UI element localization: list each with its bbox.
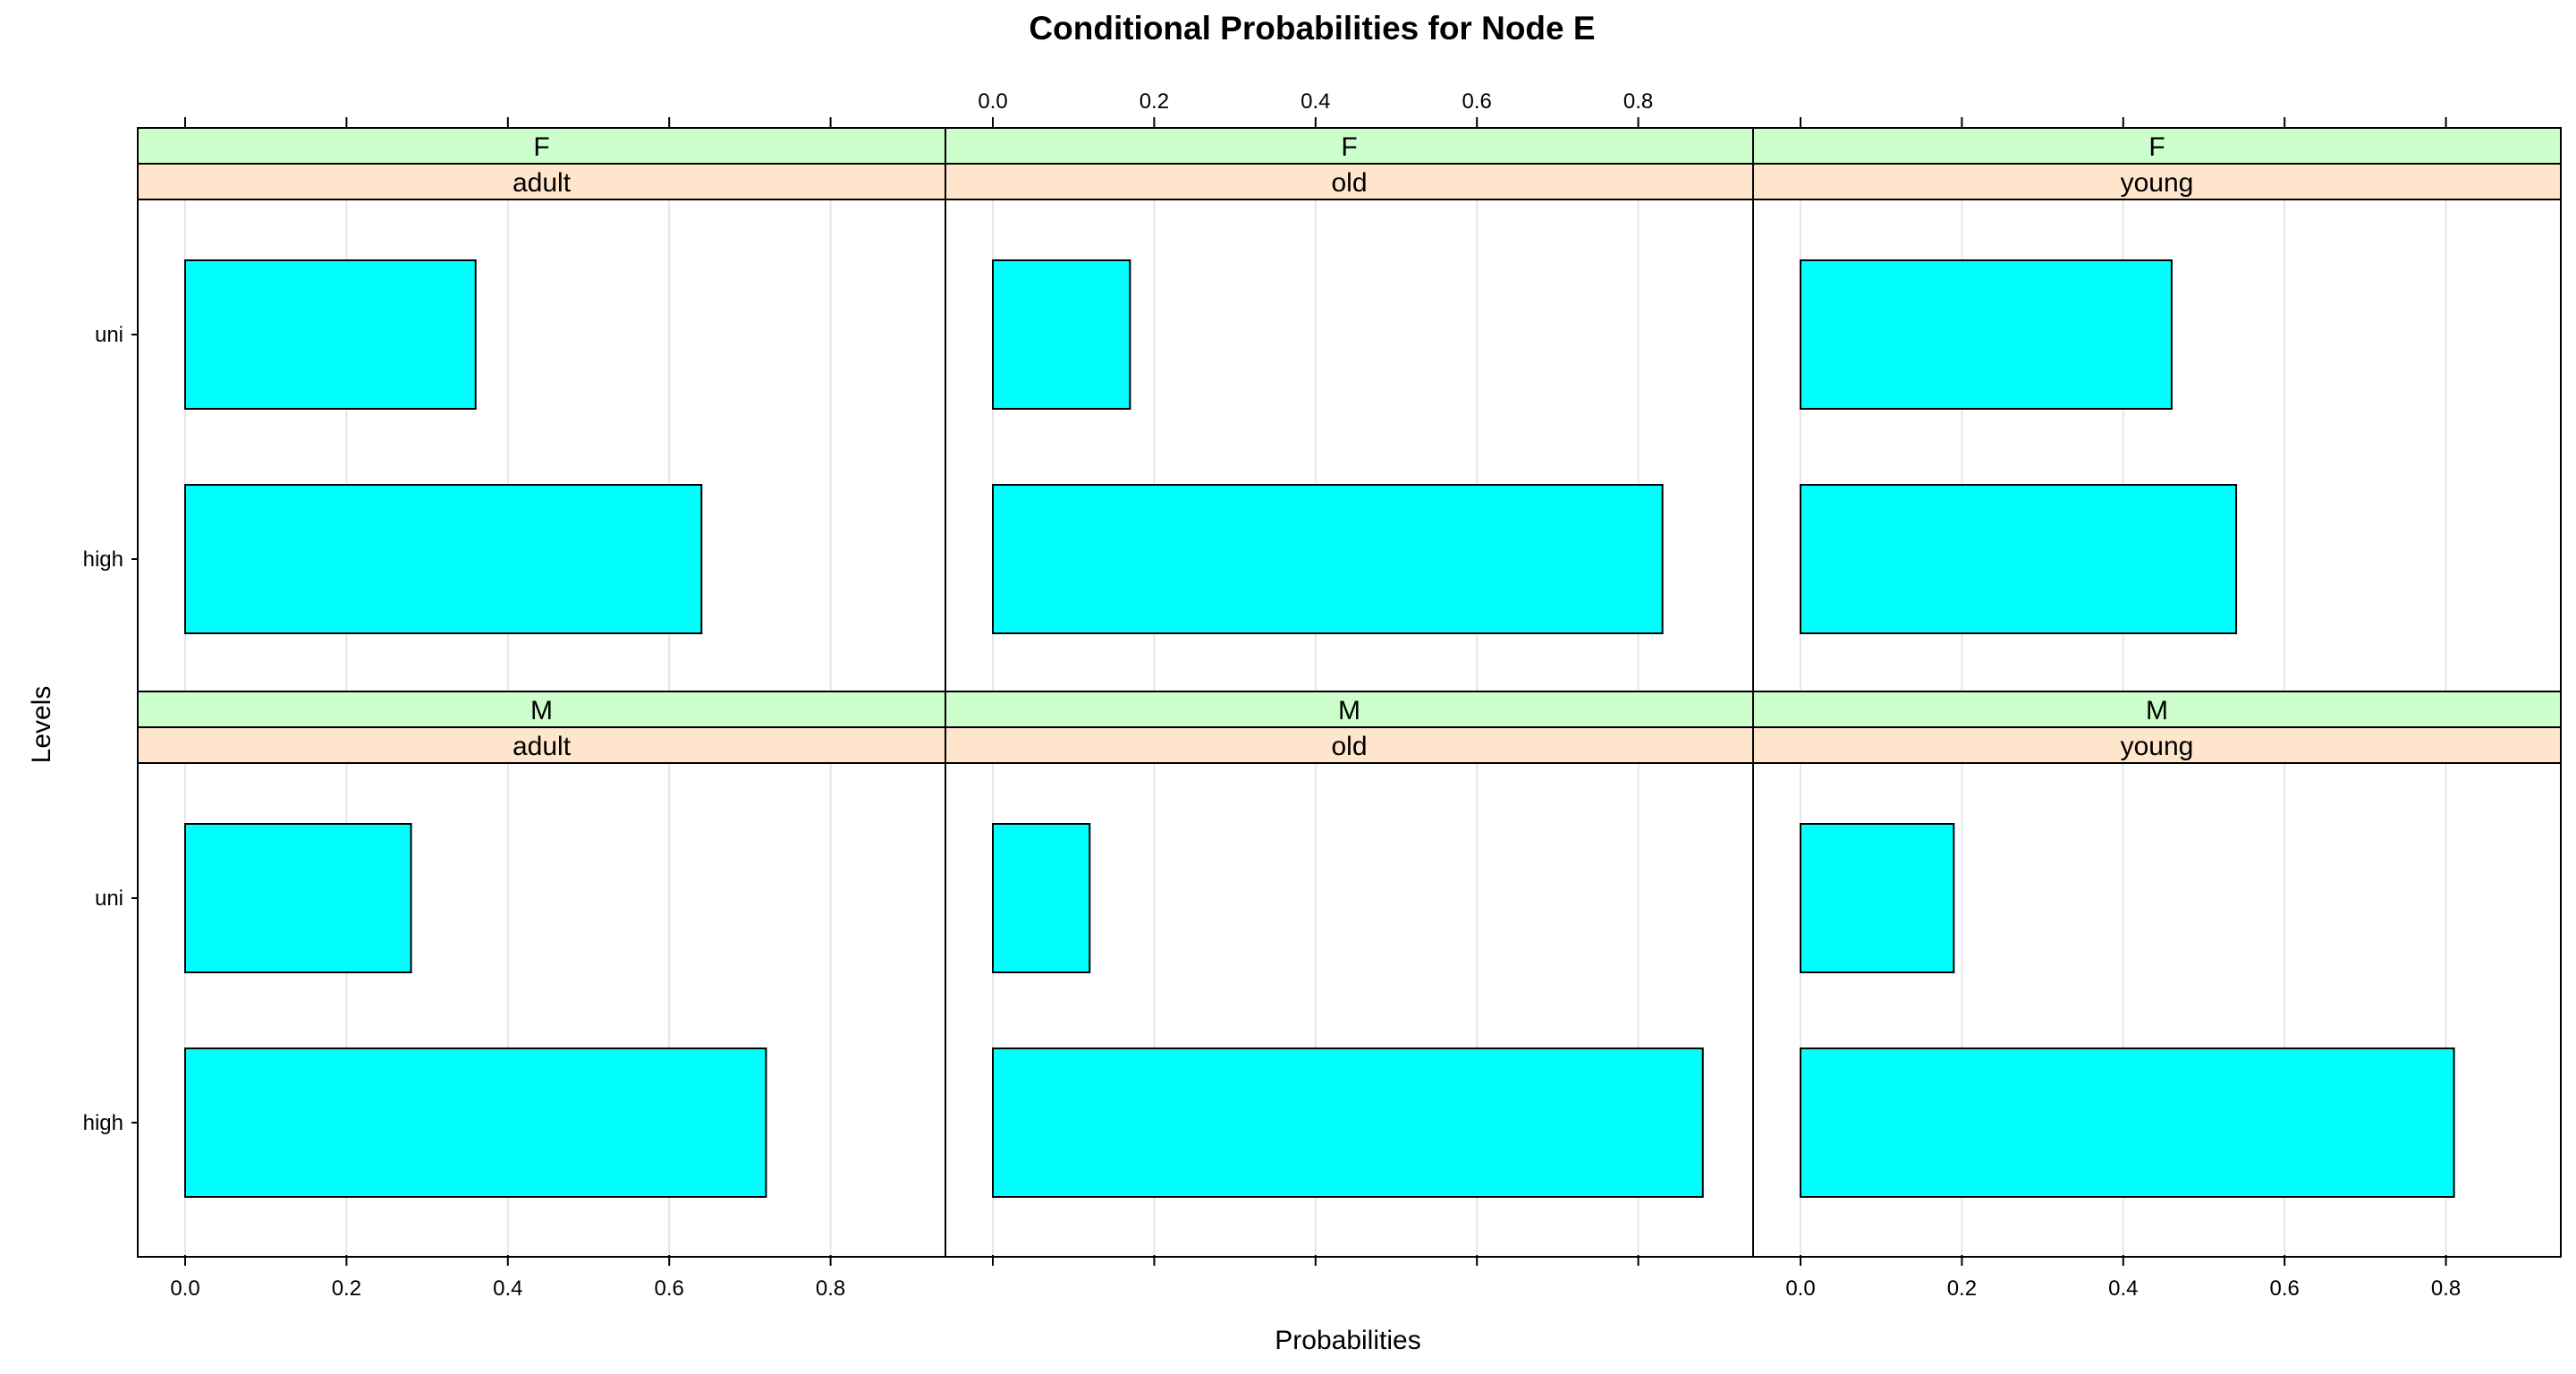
strip-age bbox=[1752, 726, 2562, 764]
bar-M-old-uni bbox=[992, 823, 1091, 973]
y-tick-label: uni bbox=[95, 323, 123, 347]
x-tick-label-bottom: 0.0 bbox=[1785, 1276, 1815, 1301]
strip-sex bbox=[945, 691, 1754, 728]
bar-F-old-high bbox=[992, 484, 1664, 634]
strip-label-age: adult bbox=[513, 732, 572, 761]
x-tick-label-bottom: 0.0 bbox=[170, 1276, 199, 1301]
strip-label-sex: M bbox=[2146, 696, 2168, 725]
x-tick-label-bottom: 0.6 bbox=[655, 1276, 684, 1301]
strip-label-sex: F bbox=[2148, 132, 2165, 162]
strip-sex bbox=[1752, 127, 2562, 165]
y-axis-title: Levels bbox=[27, 686, 56, 764]
panel-border bbox=[1752, 762, 2562, 1258]
x-tick-label-bottom: 0.8 bbox=[2431, 1276, 2461, 1301]
x-tick-label-bottom: 0.2 bbox=[1947, 1276, 1977, 1301]
bar-M-young-uni bbox=[1800, 823, 1955, 973]
bar-M-old-high bbox=[992, 1047, 1704, 1198]
strip-age bbox=[945, 163, 1754, 200]
strip-age bbox=[137, 726, 946, 764]
bar-M-adult-uni bbox=[184, 823, 412, 973]
bar-F-young-high bbox=[1800, 484, 2238, 634]
strip-age bbox=[945, 726, 1754, 764]
strip-label-sex: F bbox=[1341, 132, 1357, 162]
x-tick-label-bottom: 0.4 bbox=[493, 1276, 522, 1301]
bar-F-young-uni bbox=[1800, 259, 2173, 410]
bar-M-adult-high bbox=[184, 1047, 767, 1198]
bar-F-old-uni bbox=[992, 259, 1131, 410]
x-axis-title: Probabilities bbox=[1275, 1326, 1420, 1355]
strip-sex bbox=[137, 127, 946, 165]
y-tick-label: uni bbox=[95, 886, 123, 911]
bar-M-young-high bbox=[1800, 1047, 2455, 1198]
strip-label-age: young bbox=[2121, 732, 2194, 761]
x-tick-label-top: 0.2 bbox=[1140, 89, 1169, 114]
strip-label-sex: F bbox=[533, 132, 549, 162]
chart-title: Conditional Probabilities for Node E bbox=[1029, 10, 1595, 47]
x-tick-label-top: 0.4 bbox=[1301, 89, 1330, 114]
bar-F-adult-uni bbox=[184, 259, 477, 410]
strip-label-age: old bbox=[1331, 732, 1367, 761]
strip-label-age: adult bbox=[513, 168, 572, 198]
bar-F-adult-high bbox=[184, 484, 703, 634]
strip-label-sex: M bbox=[530, 696, 553, 725]
strip-label-age: old bbox=[1331, 168, 1367, 198]
strip-age bbox=[1752, 163, 2562, 200]
x-tick-label-bottom: 0.4 bbox=[2108, 1276, 2138, 1301]
strip-label-age: young bbox=[2121, 168, 2194, 198]
x-tick-label-top: 0.8 bbox=[1623, 89, 1653, 114]
x-tick-label-bottom: 0.6 bbox=[2270, 1276, 2300, 1301]
x-tick-label-bottom: 0.2 bbox=[332, 1276, 361, 1301]
x-tick-label-bottom: 0.8 bbox=[816, 1276, 845, 1301]
y-tick-label: high bbox=[83, 547, 123, 572]
x-tick-label-top: 0.0 bbox=[978, 89, 1007, 114]
x-tick-label-top: 0.6 bbox=[1462, 89, 1492, 114]
y-tick-label: high bbox=[83, 1111, 123, 1135]
strip-label-sex: M bbox=[1338, 696, 1360, 725]
